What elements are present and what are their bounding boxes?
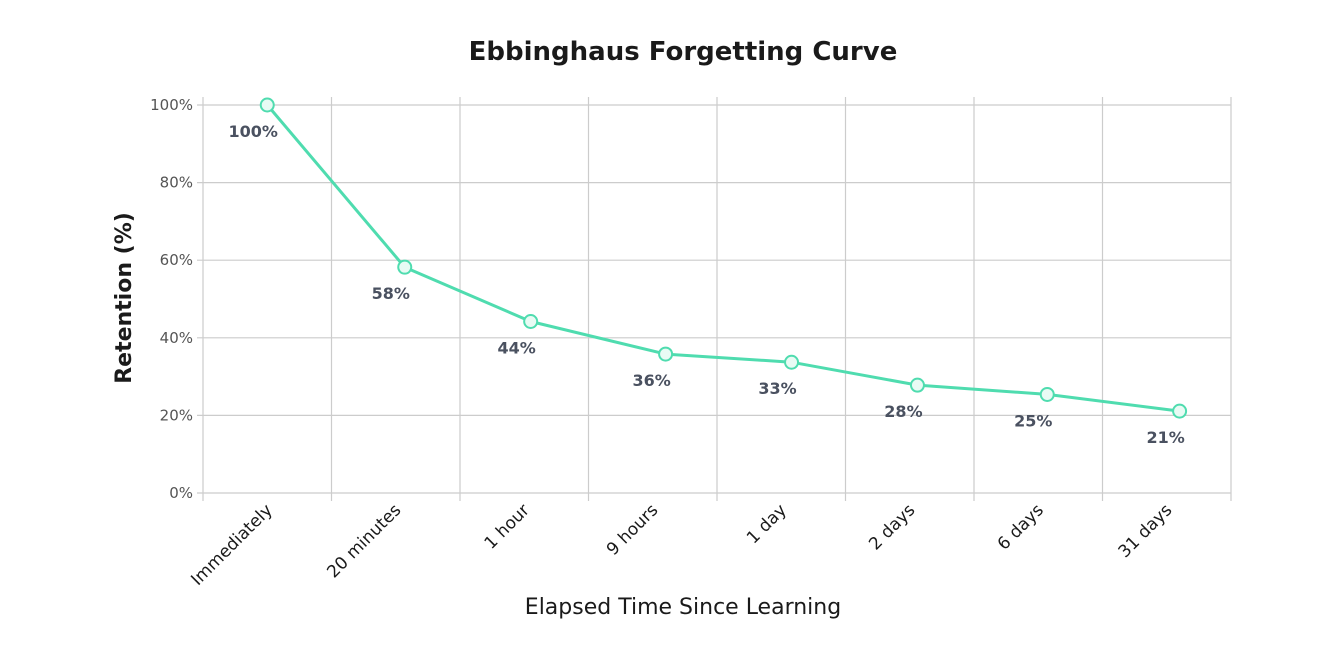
y-tick-label: 60%	[160, 251, 193, 269]
data-label: 58%	[372, 284, 410, 303]
y-tick-label: 0%	[169, 484, 193, 502]
x-tick-label: 2 days	[865, 500, 919, 554]
data-point	[259, 97, 275, 113]
data-label: 25%	[1014, 411, 1052, 430]
x-axis-ticks: Immediately 20 minutes 1 hour 9 hours 1 day 2…	[187, 500, 1176, 590]
x-tick-label: 20 minutes	[323, 500, 405, 582]
data-point	[1039, 386, 1055, 402]
y-axis-label: Retention (%)	[112, 212, 137, 384]
series-line	[266, 104, 1180, 413]
y-tick-label: 40%	[160, 329, 193, 347]
series-layer: 100% 58% 44% 36% 33% 28% 25% 21%	[229, 97, 1188, 447]
data-point	[784, 354, 800, 370]
data-point	[909, 377, 925, 393]
x-tick-label: 9 hours	[603, 500, 663, 560]
x-tick-label: 31 days	[1115, 500, 1177, 562]
x-tick-label: 1 hour	[481, 500, 534, 553]
data-point	[1172, 403, 1188, 419]
data-label: 44%	[498, 339, 536, 358]
x-tick-label: 1 day	[743, 500, 791, 548]
grid-layer	[197, 97, 1232, 501]
data-point	[523, 314, 539, 330]
data-label: 36%	[632, 371, 670, 390]
data-point	[658, 346, 674, 362]
chart-title: Ebbinghaus Forgetting Curve	[469, 37, 898, 67]
data-label: 28%	[884, 402, 922, 421]
y-tick-label: 80%	[160, 174, 193, 192]
y-axis-ticks: 0% 20% 40% 60% 80% 100%	[150, 96, 193, 502]
x-tick-label: 6 days	[994, 500, 1048, 554]
data-point	[397, 259, 413, 275]
y-tick-label: 20%	[160, 406, 193, 424]
data-label: 100%	[229, 122, 278, 141]
data-label: 21%	[1146, 428, 1184, 447]
x-axis-label: Elapsed Time Since Learning	[525, 595, 841, 620]
y-tick-label: 100%	[150, 96, 193, 114]
x-tick-label: Immediately	[187, 500, 276, 589]
data-label: 33%	[758, 379, 796, 398]
